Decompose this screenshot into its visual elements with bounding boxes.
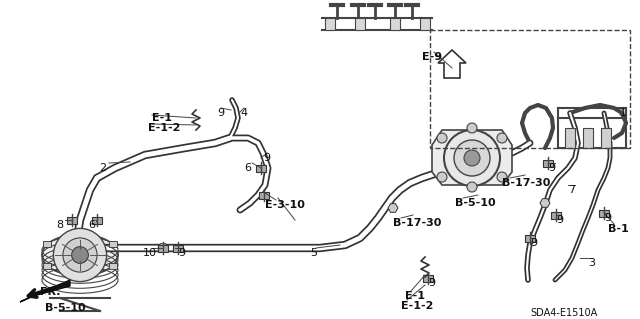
Text: B-17-30: B-17-30 (393, 218, 442, 228)
Text: 4: 4 (240, 108, 247, 118)
Text: 8: 8 (56, 220, 63, 230)
Text: 9: 9 (428, 278, 435, 288)
Text: 3: 3 (588, 258, 595, 268)
Text: E-1-2: E-1-2 (148, 123, 180, 133)
Text: B-5-10: B-5-10 (455, 198, 495, 208)
Bar (551, 212, 561, 219)
Bar (43, 263, 51, 270)
Bar (565, 128, 575, 148)
Text: FR.: FR. (40, 287, 61, 297)
Bar (173, 245, 183, 252)
Text: B-5-10: B-5-10 (45, 303, 86, 313)
Text: 10: 10 (143, 248, 157, 258)
Bar (430, 30, 630, 148)
Bar (355, 18, 365, 30)
Circle shape (53, 228, 107, 282)
Text: E-9: E-9 (422, 52, 442, 62)
Text: 5: 5 (310, 248, 317, 258)
Circle shape (467, 182, 477, 192)
Bar (583, 128, 593, 148)
Bar (43, 241, 51, 247)
Bar (420, 18, 430, 30)
Circle shape (454, 140, 490, 176)
Polygon shape (388, 204, 398, 212)
Polygon shape (438, 50, 466, 78)
Polygon shape (432, 130, 512, 185)
Ellipse shape (42, 234, 118, 276)
Text: 9: 9 (217, 108, 224, 118)
Text: B-1: B-1 (608, 224, 628, 234)
Text: 9: 9 (548, 163, 555, 173)
Text: B-17-30: B-17-30 (502, 178, 550, 188)
Circle shape (437, 172, 447, 182)
Text: 1: 1 (620, 108, 627, 118)
Circle shape (464, 150, 480, 166)
Bar (601, 128, 611, 148)
Circle shape (497, 133, 507, 143)
Bar (109, 241, 117, 247)
Bar (325, 18, 335, 30)
Text: 6: 6 (244, 163, 251, 173)
Circle shape (467, 123, 477, 133)
Text: 9: 9 (604, 213, 611, 223)
Text: 9: 9 (178, 248, 185, 258)
Bar (525, 235, 535, 242)
Text: 9: 9 (530, 238, 537, 248)
Text: E-3-10: E-3-10 (265, 200, 305, 210)
Polygon shape (20, 280, 70, 302)
Bar (158, 245, 168, 252)
Text: SDA4-E1510A: SDA4-E1510A (530, 308, 597, 318)
Text: 9: 9 (556, 215, 563, 225)
Text: E-1: E-1 (405, 291, 425, 301)
Circle shape (497, 172, 507, 182)
Circle shape (437, 133, 447, 143)
Bar (599, 210, 609, 217)
Bar (390, 18, 400, 30)
Bar (109, 263, 117, 270)
Bar (67, 217, 77, 224)
Bar (543, 160, 553, 167)
Bar (256, 165, 266, 172)
Circle shape (63, 238, 97, 272)
Bar (259, 192, 269, 199)
Text: E-1-2: E-1-2 (401, 301, 433, 311)
Bar (92, 217, 102, 224)
Text: E-1: E-1 (152, 113, 172, 123)
Bar (423, 275, 433, 282)
Polygon shape (540, 199, 550, 207)
Text: 2: 2 (99, 163, 106, 173)
Circle shape (72, 247, 88, 263)
Circle shape (444, 130, 500, 186)
Text: 6: 6 (88, 220, 95, 230)
Text: 7: 7 (568, 185, 575, 195)
Polygon shape (158, 244, 168, 252)
Text: 9: 9 (263, 153, 270, 163)
